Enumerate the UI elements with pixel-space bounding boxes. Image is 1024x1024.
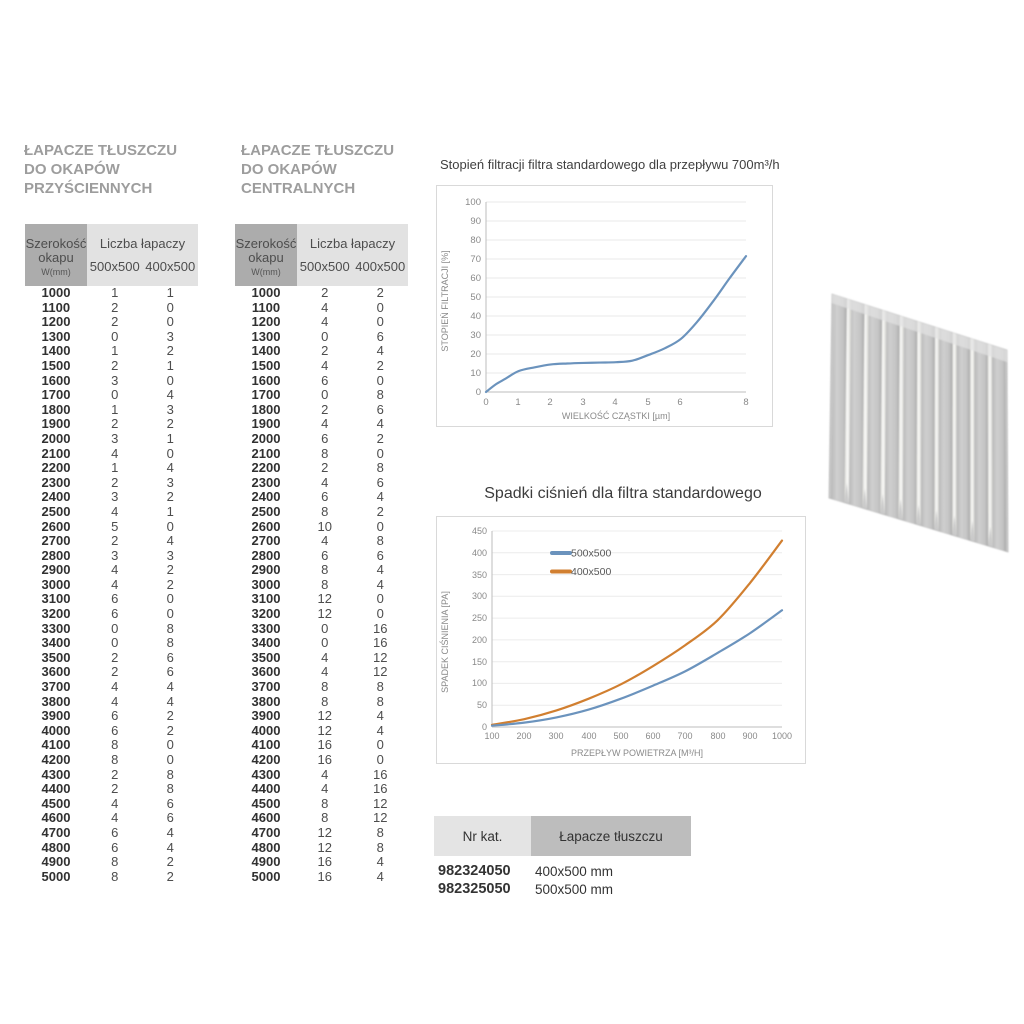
svg-text:10: 10 <box>470 368 481 379</box>
svg-text:300: 300 <box>548 731 563 741</box>
svg-text:90: 90 <box>470 216 481 227</box>
svg-text:450: 450 <box>472 526 487 536</box>
svg-text:WIELKOŚĆ CZĄSTKI [µm]: WIELKOŚĆ CZĄSTKI [µm] <box>562 410 670 421</box>
svg-text:700: 700 <box>677 731 692 741</box>
svg-text:100: 100 <box>465 197 481 208</box>
svg-text:500x500: 500x500 <box>571 548 611 560</box>
svg-text:50: 50 <box>470 292 481 303</box>
svg-text:30: 30 <box>470 330 481 341</box>
svg-text:4: 4 <box>612 397 617 408</box>
svg-text:2: 2 <box>547 397 552 408</box>
svg-text:60: 60 <box>470 273 481 284</box>
svg-text:80: 80 <box>470 235 481 246</box>
svg-text:350: 350 <box>472 570 487 580</box>
svg-text:800: 800 <box>710 731 725 741</box>
svg-text:0: 0 <box>476 387 481 398</box>
svg-text:400: 400 <box>581 731 596 741</box>
svg-text:SPADEK CIŚNIENIA [PA]: SPADEK CIŚNIENIA [PA] <box>439 591 450 693</box>
svg-text:100: 100 <box>484 731 499 741</box>
svg-text:900: 900 <box>742 731 757 741</box>
svg-text:3: 3 <box>580 397 585 408</box>
svg-text:40: 40 <box>470 311 481 322</box>
svg-text:200: 200 <box>472 635 487 645</box>
svg-text:100: 100 <box>472 678 487 688</box>
svg-text:1000: 1000 <box>772 731 792 741</box>
svg-text:STOPIEŃ FILTRACJI [%]: STOPIEŃ FILTRACJI [%] <box>440 250 450 351</box>
svg-text:70: 70 <box>470 254 481 265</box>
svg-text:PRZEPŁYW POWIETRZA [M³/H]: PRZEPŁYW POWIETRZA [M³/H] <box>571 748 703 758</box>
svg-text:600: 600 <box>645 731 660 741</box>
svg-text:50: 50 <box>477 700 487 710</box>
svg-text:300: 300 <box>472 591 487 601</box>
svg-text:200: 200 <box>516 731 531 741</box>
svg-text:1: 1 <box>515 397 520 408</box>
svg-text:150: 150 <box>472 657 487 667</box>
svg-text:8: 8 <box>743 397 748 408</box>
svg-text:6: 6 <box>677 397 682 408</box>
svg-text:400: 400 <box>472 548 487 558</box>
svg-text:0: 0 <box>483 397 488 408</box>
svg-text:400x500: 400x500 <box>571 566 611 578</box>
svg-text:500: 500 <box>613 731 628 741</box>
svg-text:5: 5 <box>645 397 650 408</box>
svg-text:250: 250 <box>472 613 487 623</box>
svg-text:20: 20 <box>470 349 481 360</box>
